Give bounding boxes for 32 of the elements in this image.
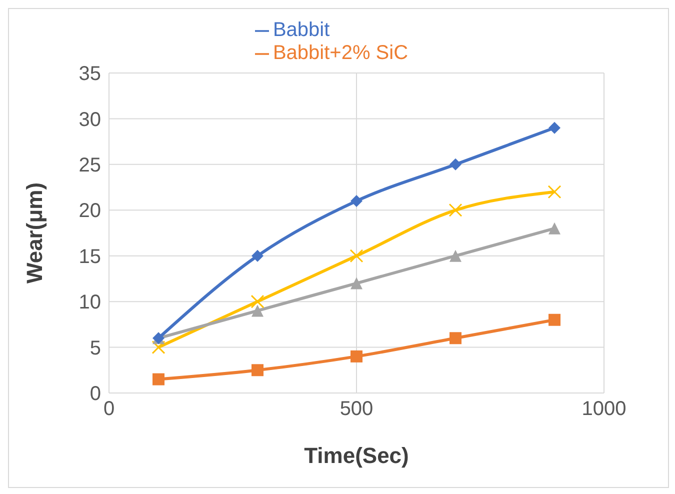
point (350, 350, 362, 362)
point (450, 250, 462, 262)
y-tick-label: 20 (78, 200, 101, 222)
point (252, 304, 264, 317)
x-axis-title: Time(Sec) (304, 443, 409, 468)
point (252, 250, 264, 262)
y-tick-label: 5 (90, 337, 101, 360)
legend-label: Babbit (272, 19, 330, 41)
point (450, 158, 462, 170)
point (548, 185, 562, 199)
point (448, 203, 462, 217)
point (548, 314, 560, 326)
point (152, 340, 166, 354)
y-tick-label: 10 (78, 292, 101, 314)
y-axis-title: Wear(μm) (22, 182, 47, 284)
legend-label: Babbit+2% SiC (272, 42, 408, 64)
point (350, 195, 362, 207)
point (548, 122, 560, 134)
point (152, 373, 164, 386)
y-tick-label: 0 (90, 383, 101, 406)
y-tick-label: 25 (78, 154, 101, 177)
point (252, 364, 264, 376)
point (548, 222, 560, 234)
point (350, 277, 362, 290)
point (350, 249, 364, 263)
x-tick-label: 500 (340, 398, 374, 420)
y-tick-label: 15 (78, 246, 101, 268)
y-tick-label: 35 (78, 63, 101, 86)
point (250, 294, 264, 308)
point (450, 332, 462, 344)
y-tick-label: 30 (78, 108, 101, 131)
x-tick-label: 1000 (582, 398, 626, 420)
